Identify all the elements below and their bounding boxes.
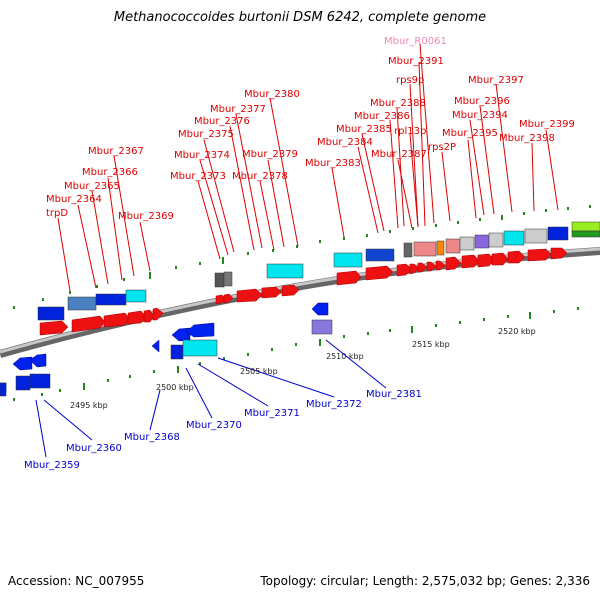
gene-label: Mbur_2394 bbox=[452, 110, 508, 121]
kbp-label: 2515 kbp bbox=[412, 340, 450, 349]
gene-label: Mbur_2386 bbox=[354, 111, 410, 122]
topology-text: Topology: circular; Length: 2,575,032 bp… bbox=[260, 574, 590, 588]
gene-label: Mbur_2373 bbox=[170, 171, 226, 182]
gene-label: Mbur_2397 bbox=[468, 75, 524, 86]
gene-label: Mbur_2372 bbox=[306, 399, 362, 410]
gene-label: Mbur_2398 bbox=[499, 133, 555, 144]
tick-marks bbox=[13, 205, 591, 401]
reverse-feature-boxes bbox=[0, 319, 333, 397]
gene-label: Mbur_2396 bbox=[454, 96, 510, 107]
gene-label: Mbur_2360 bbox=[66, 443, 122, 454]
forward-gene-labels: Mbur_R0061 Mbur_2391 rps9p Mbur_2397 Mbu… bbox=[46, 36, 575, 222]
gene-label: Mbur_2381 bbox=[366, 389, 422, 400]
kbp-label: 2500 kbp bbox=[156, 383, 194, 392]
gene-label: rps2P bbox=[428, 142, 456, 153]
gene-label: Mbur_2395 bbox=[442, 128, 498, 139]
gene-label: Mbur_2380 bbox=[244, 89, 300, 100]
gene-label: trpD bbox=[46, 208, 68, 219]
gene-label: Mbur_R0061 bbox=[384, 36, 447, 47]
gene-label: Mbur_2384 bbox=[317, 137, 373, 148]
kbp-label: 2505 kbp bbox=[240, 367, 278, 376]
kbp-label: 2495 kbp bbox=[70, 401, 108, 410]
gene-label: Mbur_2368 bbox=[124, 432, 180, 443]
gene-label: Mbur_2374 bbox=[174, 150, 230, 161]
forward-leader-lines bbox=[57, 43, 559, 292]
forward-gene-arrows bbox=[39, 247, 568, 336]
gene-label: Mbur_2377 bbox=[210, 104, 266, 115]
gene-label: Mbur_2385 bbox=[336, 124, 392, 135]
reverse-leader-lines bbox=[35, 339, 387, 458]
gene-label: Mbur_2365 bbox=[64, 181, 120, 192]
gene-label: Mbur_2378 bbox=[232, 171, 288, 182]
gene-label: Mbur_2399 bbox=[519, 119, 575, 130]
kbp-label: 2520 kbp bbox=[498, 327, 536, 336]
genome-title: Methanococcoides burtonii DSM 6242, comp… bbox=[113, 10, 487, 25]
gene-label: rps9p bbox=[396, 75, 424, 86]
gene-label: rpl13p bbox=[394, 126, 426, 137]
gene-label: Mbur_2375 bbox=[178, 129, 234, 140]
reverse-gene-labels: Mbur_2381 Mbur_2372 Mbur_2371 Mbur_2370 … bbox=[24, 389, 422, 471]
gene-label: Mbur_2388 bbox=[370, 98, 426, 109]
kbp-label: 2510 kbp bbox=[326, 352, 364, 361]
gene-label: Mbur_2379 bbox=[242, 149, 298, 160]
gene-label: Mbur_2370 bbox=[186, 420, 242, 431]
gene-label: Mbur_2391 bbox=[388, 56, 444, 67]
forward-feature-boxes bbox=[37, 221, 600, 321]
gene-label: Mbur_2387 bbox=[371, 149, 427, 160]
gene-label: Mbur_2366 bbox=[82, 167, 138, 178]
gene-label: Mbur_2371 bbox=[244, 408, 300, 419]
kbp-labels: 2495 kbp 2500 kbp 2505 kbp 2510 kbp 2515… bbox=[70, 327, 536, 410]
gene-label: Mbur_2364 bbox=[46, 194, 102, 205]
gene-label: Mbur_2369 bbox=[118, 211, 174, 222]
accession-text: Accession: NC_007955 bbox=[8, 574, 145, 588]
gene-label: Mbur_2383 bbox=[305, 158, 361, 169]
gene-label: Mbur_2376 bbox=[194, 116, 250, 127]
gene-label: Mbur_2367 bbox=[88, 146, 144, 157]
gene-label: Mbur_2359 bbox=[24, 460, 80, 471]
